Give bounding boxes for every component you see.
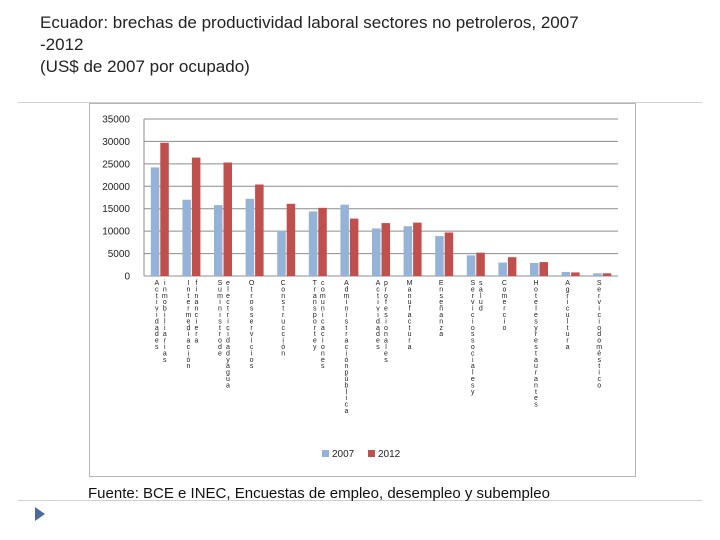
bar (340, 204, 349, 276)
bar (372, 228, 381, 276)
source-note: Fuente: BCE e INEC, Encuestas de empleo,… (88, 485, 550, 502)
bar (571, 272, 580, 276)
bar (308, 211, 318, 276)
y-tick-label: 5000 (108, 249, 131, 260)
bar (435, 236, 444, 276)
y-tick-label: 35000 (102, 115, 130, 126)
bottom-divider (18, 500, 702, 501)
bar (476, 252, 485, 276)
bar (602, 273, 612, 276)
bar (561, 271, 571, 276)
bar (593, 273, 602, 276)
bar (318, 207, 327, 276)
bar (381, 223, 390, 276)
y-tick-label: 0 (124, 272, 130, 283)
triangle-bullet-icon (35, 507, 45, 521)
bar (530, 262, 539, 276)
bar (214, 205, 223, 276)
y-tick-label: 20000 (102, 182, 130, 193)
y-tick-label: 15000 (102, 204, 130, 215)
title-line-2: -2012 (40, 35, 84, 54)
bar (255, 184, 264, 276)
y-tick-label: 25000 (102, 159, 130, 170)
bar (413, 222, 422, 276)
bar (403, 226, 413, 276)
bar (191, 157, 201, 276)
bar (245, 198, 255, 276)
slide-title: Ecuador: brechas de productividad labora… (40, 12, 700, 78)
legend-swatch (322, 450, 329, 457)
bar (277, 230, 286, 276)
top-divider (18, 102, 702, 103)
bar (466, 255, 476, 276)
bar (444, 232, 454, 276)
bar (286, 203, 296, 276)
bar (539, 262, 548, 276)
bar (160, 142, 169, 276)
bar (349, 218, 359, 276)
bar-chart: 0 5000 10000 15000 20000 25000 30000 35000 A c t i v… (102, 115, 618, 460)
bar (223, 162, 232, 276)
title-line-3: (US$ de 2007 por ocupado) (40, 57, 250, 76)
bar (507, 257, 517, 276)
bar (498, 262, 507, 276)
legend-label: 2012 (378, 449, 401, 460)
legend-swatch (368, 450, 375, 457)
bar (150, 167, 160, 276)
legend-label: 2007 (332, 449, 355, 460)
title-line-1: Ecuador: brechas de productividad labora… (40, 13, 579, 32)
bar (182, 199, 191, 276)
y-tick-label: 10000 (102, 227, 130, 238)
y-tick-label: 30000 (102, 137, 130, 148)
